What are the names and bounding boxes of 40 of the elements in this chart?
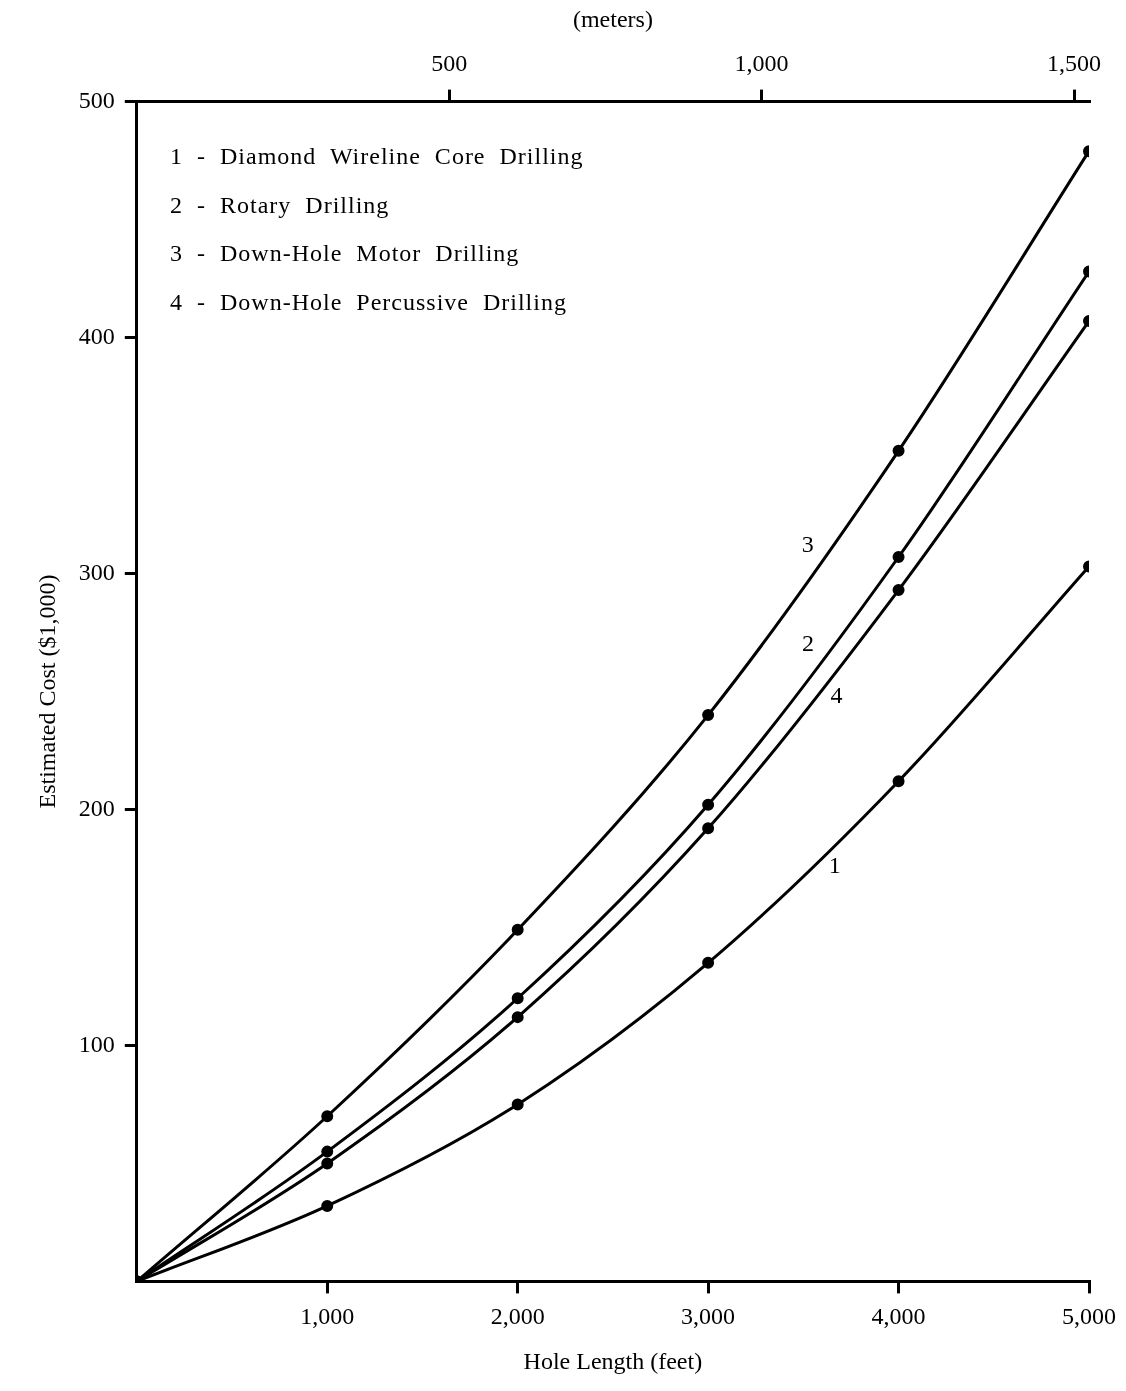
series-label: 4 (830, 681, 843, 708)
x2-axis-title: (meters) (572, 5, 653, 32)
point (702, 956, 715, 969)
point (511, 992, 524, 1005)
x2-tick-label: 1,000 (734, 50, 789, 77)
series-label: 3 (801, 531, 814, 558)
y-tick-label: 500 (78, 86, 115, 113)
point (511, 1011, 524, 1024)
y-tick-label: 400 (78, 322, 115, 349)
y-tick-label: 100 (78, 1030, 115, 1057)
series-label: 1 (828, 852, 841, 879)
point (702, 709, 715, 722)
point (892, 551, 905, 563)
point (511, 1098, 524, 1111)
point (702, 822, 715, 835)
x2-tick-label: 1,500 (1047, 50, 1101, 77)
x-tick-label: 1,000 (300, 1303, 355, 1330)
series-label: 2 (802, 630, 815, 657)
point (321, 1110, 334, 1123)
point (321, 1157, 334, 1170)
point (702, 798, 715, 811)
y-axis-title: Estimated Cost ($1,000) (33, 574, 60, 809)
x-tick-label: 5,000 (1062, 1303, 1116, 1330)
annotation: 4 - Down-Hole Percussive Drilling (170, 287, 568, 317)
annotation: 1 - Diamond Wireline Core Drilling (170, 142, 584, 171)
point (321, 1199, 334, 1212)
annotation: 2 - Rotary Drilling (170, 190, 391, 220)
x-axis-title: Hole Length (feet) (523, 1347, 703, 1374)
x-tick-label: 3,000 (681, 1303, 736, 1330)
x-tick-label: 2,000 (490, 1303, 545, 1330)
y-tick-label: 300 (78, 558, 115, 585)
point (892, 775, 905, 788)
point (321, 1145, 334, 1158)
y-tick-label: 200 (78, 794, 115, 821)
point (892, 444, 905, 457)
point (892, 584, 905, 597)
x-tick-label: 4,000 (871, 1303, 926, 1330)
annotation: 3 - Down-Hole Motor Drilling (170, 239, 521, 268)
point (511, 923, 524, 936)
x2-tick-label: 500 (431, 50, 468, 77)
